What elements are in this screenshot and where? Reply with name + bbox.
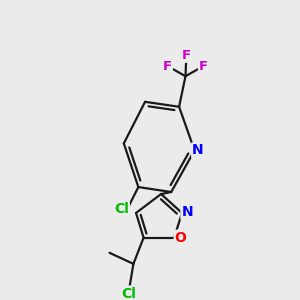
Text: F: F: [199, 59, 208, 73]
Text: Cl: Cl: [122, 286, 136, 300]
Text: N: N: [192, 143, 204, 158]
Text: N: N: [182, 205, 193, 219]
Text: O: O: [175, 231, 187, 245]
Text: F: F: [182, 49, 191, 62]
Text: F: F: [163, 59, 172, 73]
Text: Cl: Cl: [114, 202, 129, 216]
